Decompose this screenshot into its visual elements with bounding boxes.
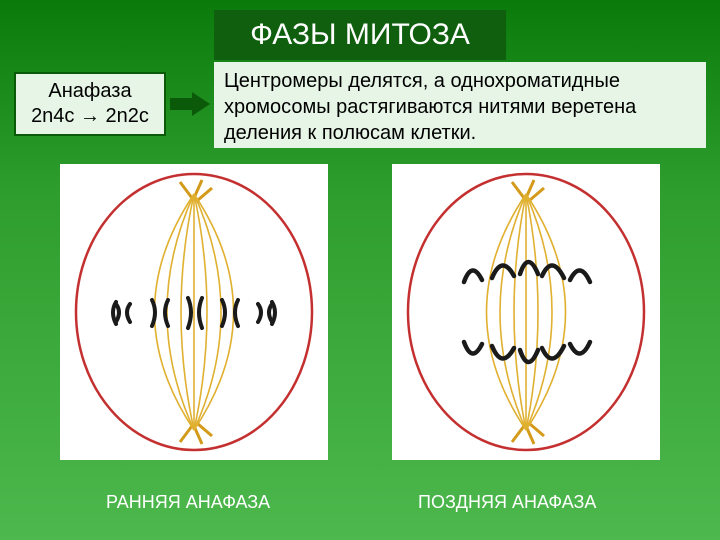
diagram-late-anaphase (392, 164, 660, 460)
caption-early: РАННЯЯ АНАФАЗА (106, 492, 270, 513)
arrow-icon (170, 92, 210, 116)
phase-formula: 2n4c → 2n2c (31, 105, 149, 127)
slide: ФАЗЫ МИТОЗА Анафаза 2n4c → 2n2c Центроме… (0, 0, 720, 540)
phase-name: Анафаза (48, 80, 131, 102)
phase-box: Анафаза 2n4c → 2n2c (14, 72, 166, 136)
slide-title: ФАЗЫ МИТОЗА (214, 10, 506, 60)
caption-late: ПОЗДНЯЯ АНАФАЗА (418, 492, 596, 513)
description-box: Центромеры делятся, а однохроматидные хр… (214, 62, 706, 148)
diagram-early-anaphase (60, 164, 328, 460)
